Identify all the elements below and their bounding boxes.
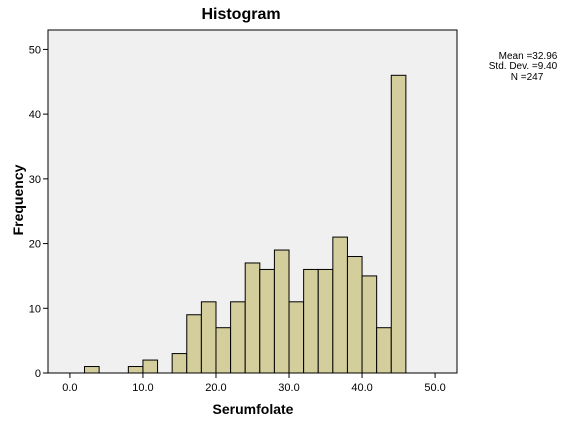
histogram-bar-10 (273, 249, 290, 374)
x-tick-label: 30.0 (278, 382, 299, 394)
y-axis-title: Frequency (10, 164, 26, 235)
y-tick-label: 30 (29, 174, 41, 186)
statistics-box: Mean =32.96 Std. Dev. =9.40 N =247 (489, 51, 558, 83)
histogram-bar-13 (317, 268, 334, 374)
histogram-bar-2 (142, 359, 159, 374)
x-tick-label: 20.0 (205, 382, 226, 394)
histogram-bar-4 (186, 314, 202, 374)
x-axis-title: Serumfolate (213, 401, 294, 417)
histogram-bar-14 (332, 236, 348, 374)
histogram-bar-17 (376, 327, 392, 374)
x-tick-label: 0.0 (62, 382, 77, 394)
y-tick-label: 40 (29, 109, 41, 121)
y-tick-label: 20 (29, 239, 41, 251)
histogram-bar-7 (230, 301, 246, 374)
y-tick-label: 10 (29, 303, 41, 315)
y-axis: 0 10 20 30 40 50 (29, 44, 48, 380)
histogram-bar-15 (346, 256, 363, 374)
histogram-bar-3 (171, 353, 188, 374)
x-tick-label: 40.0 (351, 382, 372, 394)
stat-std-dev: Std. Dev. =9.40 (489, 61, 558, 72)
histogram-bar-16 (361, 275, 378, 374)
y-tick-label: 0 (35, 368, 41, 380)
chart-title: Histogram (201, 6, 280, 23)
bars-group (84, 74, 407, 374)
x-tick-label: 50.0 (424, 382, 445, 394)
histogram-bar-6 (215, 327, 232, 374)
histogram-bar-9 (259, 268, 275, 374)
histogram-bar-8 (244, 262, 261, 374)
x-tick-label: 10.0 (132, 382, 153, 394)
histogram-bar-11 (288, 301, 305, 374)
histogram-bar-5 (200, 301, 217, 374)
x-axis: 0.0 10.0 20.0 30.0 40.0 50.0 (62, 373, 446, 394)
histogram-bar-1 (127, 366, 144, 374)
histogram-bar-0 (84, 366, 100, 374)
y-tick-label: 50 (29, 44, 41, 56)
stat-n: N =247 (511, 72, 544, 83)
histogram-bar-18 (390, 74, 407, 374)
histogram-bar-12 (303, 268, 319, 374)
stat-mean: Mean =32.96 (499, 51, 558, 62)
